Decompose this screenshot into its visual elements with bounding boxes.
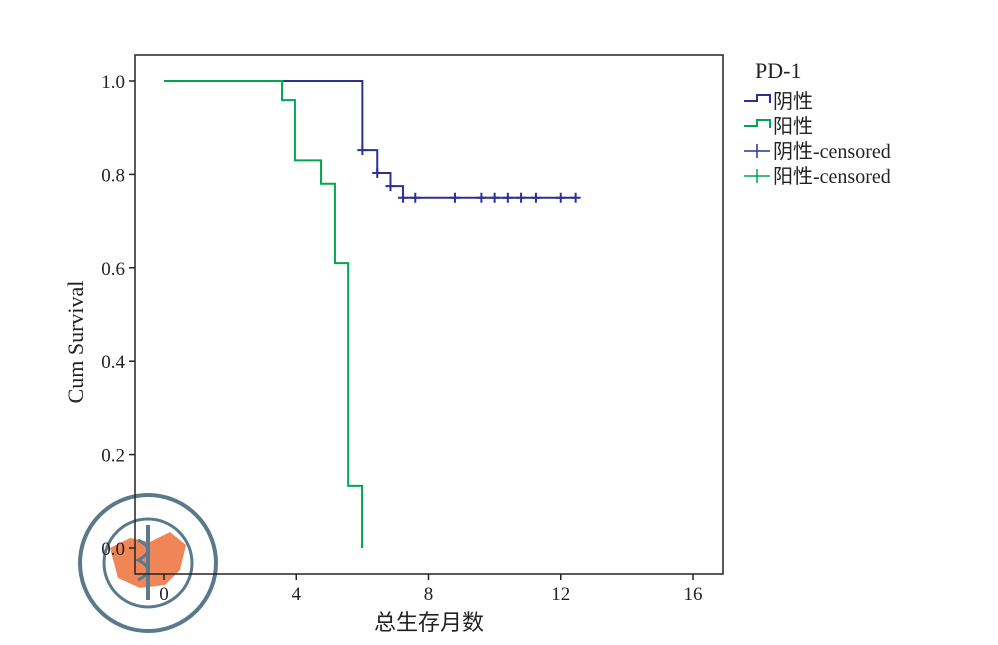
censor-mark xyxy=(476,192,487,203)
censor-mark xyxy=(398,192,409,203)
y-tick-label: 1.0 xyxy=(101,72,125,93)
y-tick-label: 0.0 xyxy=(101,539,125,560)
x-tick-label: 8 xyxy=(424,584,434,605)
survival-curve-negative xyxy=(164,80,576,199)
y-tick-label: 0.8 xyxy=(101,165,125,186)
legend-step-icon xyxy=(744,94,771,103)
y-tick-label: 0.2 xyxy=(101,446,125,467)
censor-mark xyxy=(516,192,527,203)
censor-mark xyxy=(530,192,541,203)
plot-frame xyxy=(134,54,724,575)
x-tick-label: 12 xyxy=(551,584,570,605)
legend-censor-icon xyxy=(744,144,770,158)
chinese-medical-association-logo xyxy=(78,493,218,633)
censor-mark xyxy=(385,181,396,192)
censor-mark xyxy=(357,145,368,156)
survival-curve-positive xyxy=(164,80,364,548)
censor-mark xyxy=(449,192,460,203)
x-axis-label: 总生存月数 xyxy=(374,610,484,635)
censor-mark xyxy=(489,192,500,203)
censor-mark xyxy=(372,167,383,178)
censor-mark xyxy=(410,192,421,203)
x-tick-label: 0 xyxy=(159,584,169,605)
x-tick-label: 4 xyxy=(292,584,302,605)
legend-step-icon xyxy=(744,119,771,128)
legend-censor-icon xyxy=(744,169,770,183)
legend-entry: 阳性 xyxy=(773,115,813,138)
legend-entry: 阳性-censored xyxy=(773,165,891,188)
y-tick-label: 0.4 xyxy=(101,352,125,373)
legend-title: PD-1 xyxy=(755,58,801,83)
y-tick-label: 0.6 xyxy=(101,259,125,280)
censor-mark xyxy=(570,192,581,203)
legend-entry: 阴性 xyxy=(773,90,813,113)
y-axis-label: Cum Survival xyxy=(63,281,88,404)
censor-mark xyxy=(555,192,566,203)
legend-entry: 阴性-censored xyxy=(773,140,891,163)
x-tick-label: 16 xyxy=(684,584,703,605)
censor-mark xyxy=(502,192,513,203)
